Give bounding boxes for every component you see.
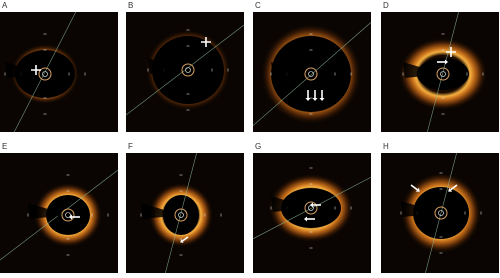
oct-image bbox=[126, 152, 244, 274]
guide-wire bbox=[252, 176, 372, 240]
arrow-head bbox=[69, 214, 72, 220]
catheter bbox=[304, 67, 318, 81]
arrow-head bbox=[415, 187, 420, 192]
guide-wire bbox=[13, 11, 77, 133]
arrow-shaft bbox=[450, 184, 458, 191]
catheter-core bbox=[42, 71, 48, 77]
guide-wire bbox=[165, 152, 197, 274]
catheter-shadow bbox=[141, 203, 181, 219]
guide-wire bbox=[252, 22, 372, 126]
catheter-core bbox=[440, 71, 446, 77]
oct-image bbox=[125, 12, 245, 132]
catheter-core bbox=[185, 67, 191, 73]
arrow-head bbox=[445, 59, 448, 65]
oct-image bbox=[381, 152, 499, 274]
catheter-core bbox=[438, 210, 444, 216]
panel-label: C bbox=[255, 1, 261, 10]
catheter bbox=[304, 201, 318, 215]
plus-marker bbox=[201, 37, 211, 47]
arrow-shaft bbox=[181, 236, 189, 242]
panel-label: B bbox=[128, 1, 133, 10]
catheter bbox=[434, 206, 448, 220]
arrow-head bbox=[448, 187, 453, 192]
oct-image bbox=[252, 153, 372, 273]
catheter-shadow bbox=[403, 62, 443, 78]
catheter-shadow bbox=[148, 58, 188, 74]
guide-wire bbox=[427, 11, 459, 133]
oct-image bbox=[252, 12, 372, 132]
oct-image bbox=[381, 11, 499, 133]
catheter bbox=[181, 63, 195, 77]
catheter-core bbox=[178, 212, 184, 218]
arrow-head bbox=[312, 98, 318, 101]
oct-image bbox=[0, 11, 118, 133]
catheter-core bbox=[308, 71, 314, 77]
panel-label: F bbox=[128, 142, 133, 151]
panel-label: A bbox=[2, 1, 8, 10]
arrow-head bbox=[319, 98, 325, 101]
catheter-shadow bbox=[401, 201, 441, 217]
catheter-shadow bbox=[5, 62, 45, 78]
panel-label: G bbox=[255, 142, 261, 151]
plus-marker bbox=[31, 65, 41, 75]
arrow-shaft bbox=[410, 184, 418, 191]
arrow-head bbox=[180, 239, 184, 243]
plus-marker bbox=[446, 47, 456, 57]
catheter-shadow bbox=[271, 62, 311, 78]
panel-label: E bbox=[2, 142, 7, 151]
catheter bbox=[436, 67, 450, 81]
catheter-shadow bbox=[28, 203, 68, 219]
catheter-core bbox=[65, 212, 71, 218]
catheter bbox=[61, 208, 75, 222]
panel-label: H bbox=[383, 142, 389, 151]
catheter bbox=[174, 208, 188, 222]
panel-label: D bbox=[383, 1, 389, 10]
arrow-head bbox=[305, 98, 311, 101]
arrow-head bbox=[310, 202, 313, 208]
oct-image bbox=[0, 153, 119, 273]
arrow-head bbox=[304, 216, 307, 222]
catheter bbox=[38, 67, 52, 81]
catheter-shadow bbox=[271, 196, 311, 212]
